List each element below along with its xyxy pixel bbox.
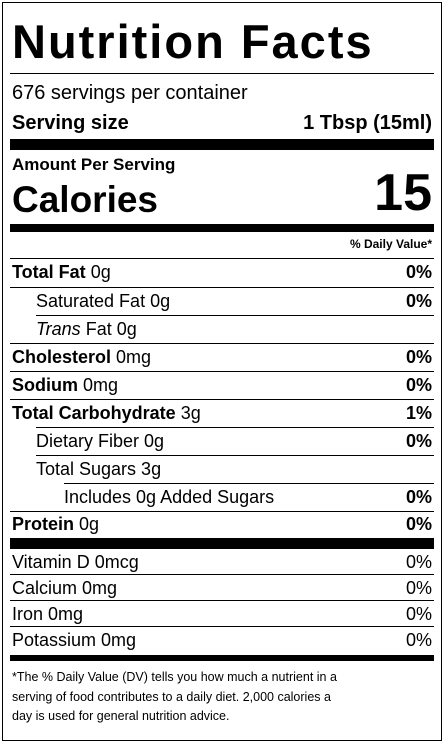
divider xyxy=(10,626,434,627)
divider xyxy=(10,511,434,512)
nutrient-row-potassium: Potassium 0mg 0% xyxy=(10,627,434,654)
divider xyxy=(36,315,434,316)
nutrient-row-total-sugars: Total Sugars 3g xyxy=(10,456,434,483)
divider xyxy=(36,427,434,428)
nutrient-row-total-fat: Total Fat 0g 0% xyxy=(10,259,434,286)
divider xyxy=(10,73,434,74)
nutrient-dv: 0% xyxy=(405,630,432,650)
divider xyxy=(10,399,434,400)
nutrient-dv: 0% xyxy=(405,347,432,367)
label-title: Nutrition Facts xyxy=(12,15,374,68)
nutrient-amount: 0mg xyxy=(83,375,119,395)
nutrient-dv: 0% xyxy=(405,552,432,572)
divider xyxy=(10,371,434,372)
nutrient-name: Sodium xyxy=(12,375,78,395)
divider xyxy=(64,483,434,484)
amount-per-serving: Amount Per Serving xyxy=(12,155,176,174)
servings-per-container: 676 servings per container xyxy=(12,82,248,104)
daily-value-header: % Daily Value* xyxy=(349,237,432,251)
footnote-line-3: day is used for general nutrition advice… xyxy=(12,709,230,723)
nutrient-amount: 3g xyxy=(180,403,201,423)
nutrient-name: Cholesterol xyxy=(12,347,112,367)
nutrient-row-trans-fat: Trans Fat 0g xyxy=(10,316,434,343)
nutrient-dv: 0% xyxy=(405,514,432,534)
nutrient-dv: 0% xyxy=(405,291,432,311)
nutrient-name: Saturated Fat 0g xyxy=(36,291,171,311)
divider xyxy=(36,455,434,456)
nutrient-name: Protein xyxy=(12,514,75,534)
nutrient-name: Dietary Fiber 0g xyxy=(36,431,165,451)
serving-size-value: 1 Tbsp (15ml) xyxy=(303,112,432,134)
nutrient-name: Calcium 0mg xyxy=(12,578,118,598)
nutrient-amount: 0mg xyxy=(116,347,152,367)
nutrient-dv: 0% xyxy=(405,604,432,624)
nutrient-name: Iron 0mg xyxy=(12,604,84,624)
nutrient-dv: 0% xyxy=(405,487,432,507)
nutrient-row-saturated-fat: Saturated Fat 0g 0% xyxy=(10,288,434,315)
nutrient-row-sodium: Sodium 0mg 0% xyxy=(10,372,434,399)
label-content: Nutrition Facts 676 servings per contain… xyxy=(10,3,434,740)
divider xyxy=(10,343,434,344)
nutrient-row-dietary-fiber: Dietary Fiber 0g 0% xyxy=(10,428,434,455)
calories-label: Calories xyxy=(12,179,159,220)
thick-divider xyxy=(10,139,434,150)
nutrient-row-vitamin-d: Vitamin D 0mcg 0% xyxy=(10,549,434,576)
nutrient-dv: 0% xyxy=(405,262,432,282)
divider xyxy=(10,574,434,575)
thick-divider xyxy=(10,538,434,549)
nutrient-dv: 0% xyxy=(405,578,432,598)
nutrient-row-cholesterol: Cholesterol 0mg 0% xyxy=(10,344,434,371)
nutrient-row-total-carbohydrate: Total Carbohydrate 3g 1% xyxy=(10,400,434,427)
serving-size-label: Serving size xyxy=(12,112,129,134)
footnote-line-2: serving of food contributes to a daily d… xyxy=(12,690,331,704)
nutrient-row-iron: Iron 0mg 0% xyxy=(10,601,434,628)
thick-divider xyxy=(10,224,434,232)
nutrient-name: Potassium 0mg xyxy=(12,630,137,650)
calories-value: 15 xyxy=(374,164,432,222)
nutrient-dv: 0% xyxy=(405,431,432,451)
nutrient-name: Total Fat xyxy=(12,262,86,282)
footnote-line-1: *The % Daily Value (DV) tells you how mu… xyxy=(12,670,337,684)
nutrient-name: Vitamin D 0mcg xyxy=(12,552,139,572)
nutrition-facts-label: Nutrition Facts 676 servings per contain… xyxy=(2,2,442,741)
nutrient-name: Includes 0g Added Sugars xyxy=(64,487,275,507)
nutrient-row-calcium: Calcium 0mg 0% xyxy=(10,575,434,602)
nutrient-row-protein: Protein 0g 0% xyxy=(10,511,434,538)
nutrient-amount: 0g xyxy=(79,514,100,534)
nutrient-name: Total Sugars 3g xyxy=(36,459,162,479)
nutrient-name-italic: Trans xyxy=(36,319,81,339)
nutrient-row-added-sugars: Includes 0g Added Sugars 0% xyxy=(10,484,434,511)
divider xyxy=(10,287,434,288)
nutrient-amount: 0g xyxy=(90,262,111,282)
medium-divider xyxy=(10,655,434,661)
nutrient-dv: 0% xyxy=(405,375,432,395)
nutrient-dv: 1% xyxy=(405,403,432,423)
divider xyxy=(10,600,434,601)
nutrient-name: Total Carbohydrate xyxy=(12,403,176,423)
divider xyxy=(10,258,434,259)
nutrient-name: Fat 0g xyxy=(85,319,137,339)
